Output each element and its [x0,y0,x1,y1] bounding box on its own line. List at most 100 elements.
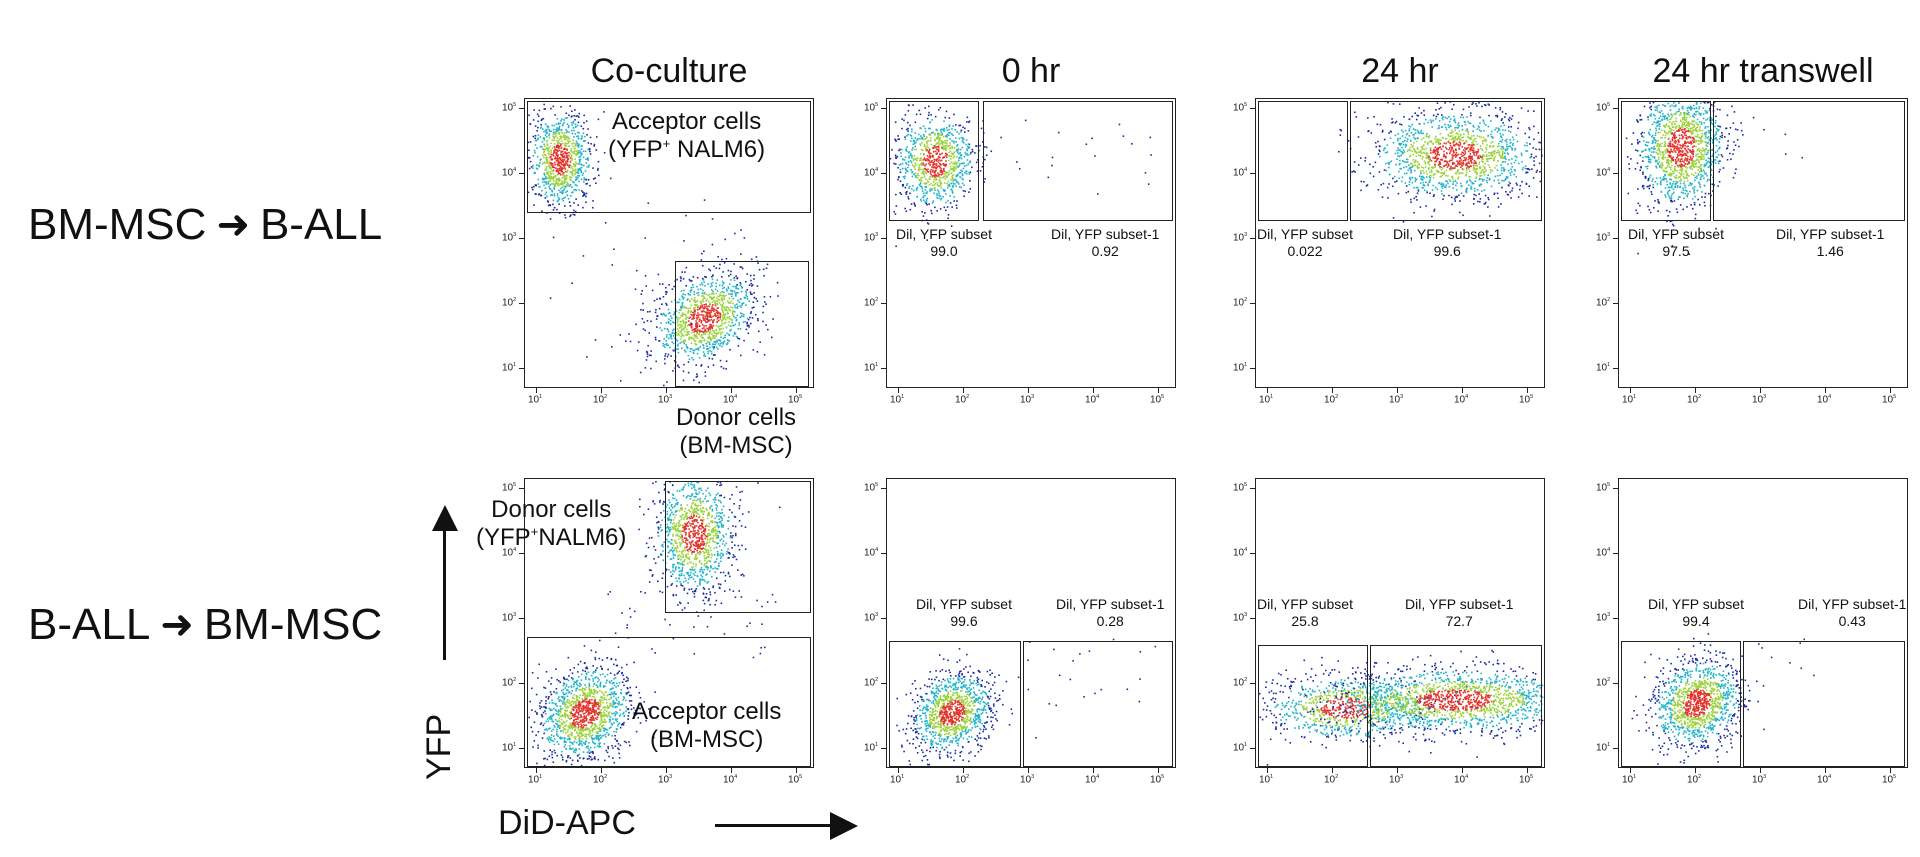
event-dot [1455,132,1458,135]
event-dot [1472,124,1474,127]
event-dot [561,192,564,195]
event-dot [534,134,537,137]
event-dot [1518,188,1521,191]
sparse-event-dot [1130,143,1133,145]
event-dot [1649,128,1651,131]
event-dot [552,236,555,239]
event-dot [905,148,907,151]
event-dot [1468,170,1471,172]
event-dot [921,190,924,192]
event-dot [919,152,922,155]
event-dot [1479,200,1481,203]
event-dot [716,290,719,292]
event-dot [764,301,766,303]
event-dot [948,183,951,186]
event-dot [901,167,904,170]
event-dot [754,313,757,316]
event-dot [1458,160,1461,163]
event-dot [737,337,739,340]
event-dot [1486,144,1488,146]
event-dot [642,328,645,330]
sparse-event-dot [1096,193,1099,195]
event-dot [981,165,984,168]
event-dot [1637,142,1639,145]
event-dot [905,161,907,164]
event-dot [908,151,911,153]
event-dot [553,150,555,153]
event-dot [1671,114,1674,117]
event-dot [581,152,583,155]
event-dot [749,291,752,294]
event-dot [722,282,725,285]
event-dot [915,187,918,190]
event-dot [930,182,932,185]
event-dot [687,337,690,340]
event-dot [554,183,556,186]
event-dot [703,353,706,355]
event-dot [1416,166,1419,169]
event-dot [770,336,773,339]
event-dot [696,326,699,328]
event-dot [712,315,715,318]
event-dot [1369,172,1372,175]
event-dot [550,158,553,161]
event-dot [942,135,945,138]
event-dot [575,198,577,200]
event-dot [1450,132,1453,135]
event-dot [666,334,668,336]
event-dot [671,288,674,290]
event-dot [1456,182,1458,184]
event-dot [720,331,722,334]
event-dot [951,190,954,192]
event-dot [567,126,570,129]
event-dot [1725,147,1728,150]
event-dot [1515,182,1518,185]
event-dot [953,179,955,182]
event-dot [956,151,959,154]
event-dot [969,187,972,190]
event-dot [1449,150,1452,153]
event-dot [938,173,941,176]
event-dot [1500,125,1502,128]
event-dot [670,355,672,357]
event-dot [904,171,907,174]
event-dot [1412,153,1414,156]
event-dot [1502,133,1504,136]
event-dot [1695,153,1698,156]
event-dot [955,166,957,168]
event-dot [1702,150,1705,152]
event-dot [717,339,720,341]
event-dot [1650,115,1652,117]
event-dot [570,166,572,169]
event-dot [951,168,953,170]
event-dot [579,155,582,158]
event-dot [587,159,589,161]
event-dot [566,152,569,155]
event-dot [676,278,678,281]
event-dot [718,329,721,332]
event-dot [734,285,737,288]
event-dot [574,143,576,145]
event-dot [682,298,684,300]
event-dot [575,168,577,171]
event-dot [1672,156,1674,159]
event-dot [656,298,658,301]
event-dot [549,178,552,180]
event-dot [544,130,547,132]
event-dot [548,133,551,135]
event-dot [965,164,968,167]
event-dot [928,105,930,108]
event-dot [906,128,908,131]
event-dot [670,300,673,303]
event-dot [1522,167,1525,169]
event-dot [1482,165,1485,168]
event-dot [1449,124,1451,127]
event-dot [1441,174,1444,177]
event-dot [577,135,580,137]
event-dot [582,181,585,183]
event-dot [915,176,917,178]
event-dot [1454,153,1457,156]
event-dot [676,340,679,342]
event-dot [1708,109,1711,112]
event-dot [947,173,950,176]
